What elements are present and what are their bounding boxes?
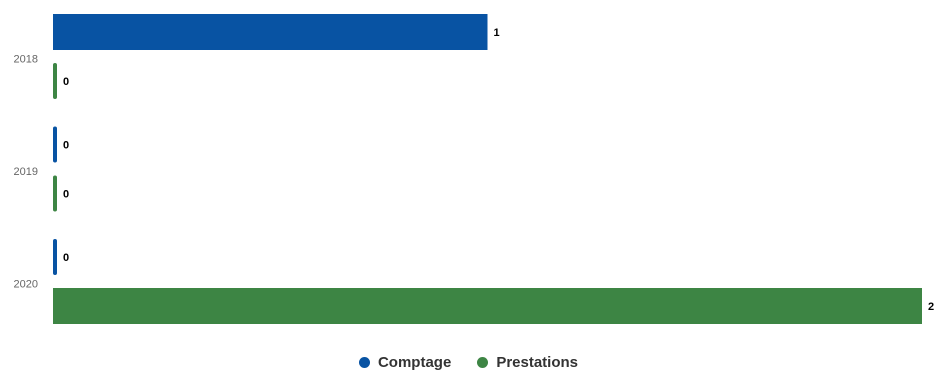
legend-marker-prestations	[477, 357, 489, 368]
data-label-comptage-2018: 1	[494, 27, 500, 39]
bar-prestations-2020[interactable]	[53, 288, 922, 324]
category-label-2019: 2019	[14, 166, 38, 178]
category-label-2020: 2020	[14, 278, 38, 290]
bar-comptage-2018[interactable]	[53, 14, 488, 50]
legend-item-prestations[interactable]: Prestations	[477, 354, 578, 371]
legend-item-comptage[interactable]: Comptage	[358, 354, 452, 371]
data-label-comptage-2020: 0	[63, 252, 69, 264]
bar-prestations-2018[interactable]	[53, 63, 57, 99]
legend-label-prestations: Prestations	[496, 354, 579, 371]
data-label-prestations-2020: 2	[928, 301, 934, 313]
legend-marker-comptage	[358, 357, 370, 368]
data-label-prestations-2018: 0	[63, 76, 69, 88]
bar-comptage-2020[interactable]	[53, 239, 57, 275]
data-label-comptage-2019: 0	[63, 140, 69, 152]
legend: Comptage Prestations	[0, 354, 937, 371]
category-label-2018: 2018	[14, 53, 38, 65]
bar-comptage-2019[interactable]	[53, 126, 57, 163]
data-label-prestations-2019: 0	[63, 189, 69, 201]
bar-prestations-2019[interactable]	[53, 175, 57, 212]
legend-label-comptage: Comptage	[377, 354, 452, 371]
